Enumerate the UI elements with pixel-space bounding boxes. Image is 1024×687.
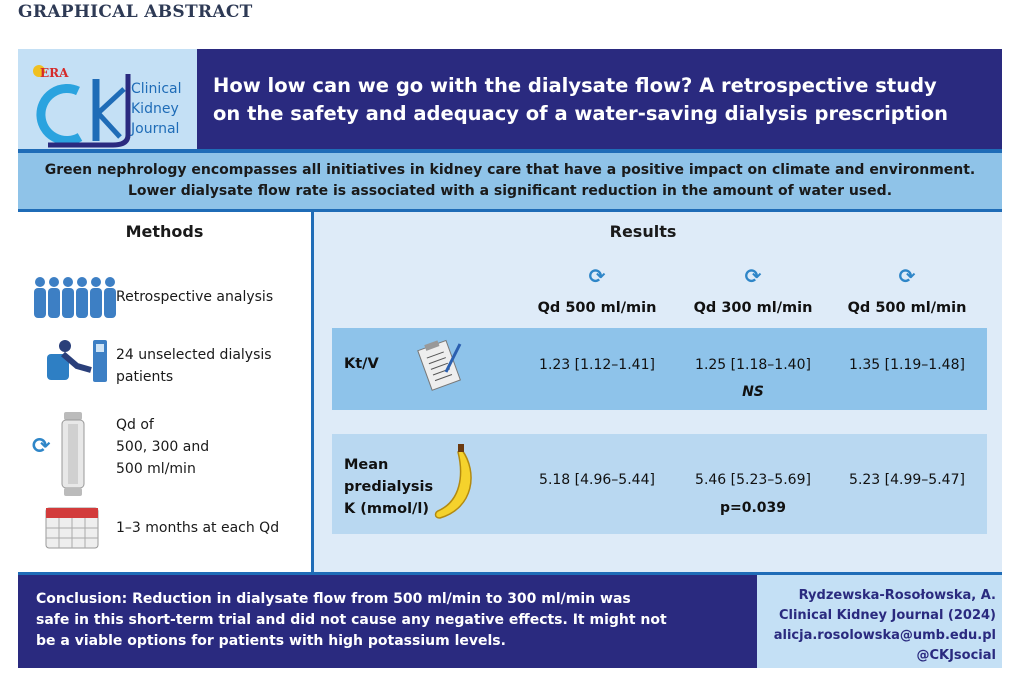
method-patients-line-2: patients bbox=[116, 369, 174, 385]
column-header-qd300: Qd 300 ml/min bbox=[693, 300, 813, 316]
conclusion-line-3: be a viable options for patients with hi… bbox=[36, 633, 506, 649]
results-panel: Results ⟳ ⟳ ⟳ Qd 500 ml/min Qd 300 ml/mi… bbox=[314, 212, 1002, 572]
logo-line-kidney: Kidney bbox=[131, 101, 179, 117]
value-cell: 1.23 [1.12–1.41] bbox=[539, 357, 655, 373]
divider bbox=[311, 212, 314, 572]
graphical-abstract-label: GRAPHICAL ABSTRACT bbox=[18, 2, 253, 22]
value-cell: 5.18 [4.96–5.44] bbox=[539, 472, 655, 488]
method-qd-line-1: Qd of bbox=[116, 417, 154, 433]
logo-line-clinical: Clinical bbox=[131, 81, 182, 97]
column-header-qd500-first: Qd 500 ml/min bbox=[537, 300, 657, 316]
title-line-2: on the safety and adequacy of a water-sa… bbox=[213, 102, 949, 125]
value-cell: 5.23 [4.99–5.47] bbox=[849, 472, 965, 488]
method-patients-line-1: 24 unselected dialysis bbox=[116, 347, 272, 363]
conclusion-box: Conclusion: Reduction in dialysate flow … bbox=[18, 575, 757, 668]
method-retrospective: Retrospective analysis bbox=[116, 289, 274, 305]
recycle-icon: ⟳ bbox=[588, 264, 606, 288]
conclusion-line-2: safe in this short-term trial and did no… bbox=[36, 612, 667, 628]
ckj-logo-mark: ERA bbox=[33, 65, 131, 148]
clipboard-icon bbox=[417, 339, 462, 391]
conclusion-line-1: Conclusion: Reduction in dialysate flow … bbox=[36, 591, 631, 607]
column-header-qd500-second: Qd 500 ml/min bbox=[847, 300, 967, 316]
intro-line-2: Lower dialysate flow rate is associated … bbox=[127, 183, 893, 199]
intro-line-1: Green nephrology encompasses all initiat… bbox=[44, 162, 976, 178]
page-title: How low can we go with the dialysate flo… bbox=[197, 49, 1002, 150]
people-icon bbox=[34, 277, 116, 318]
logo-line-journal: Journal bbox=[131, 121, 180, 137]
value-cell: 1.25 [1.18–1.40] bbox=[695, 357, 811, 373]
divider bbox=[18, 149, 1002, 153]
method-duration: 1–3 months at each Qd bbox=[116, 520, 280, 536]
value-cell: 1.35 [1.19–1.48] bbox=[849, 357, 965, 373]
svg-text:ERA: ERA bbox=[40, 66, 69, 80]
stat-ns: NS bbox=[742, 384, 764, 400]
recycle-icon: ⟳ bbox=[744, 264, 762, 288]
table-row-ktv: Kt/V 1.23 [1.12–1.41] 1.25 [1.18–1.40] 1… bbox=[332, 328, 987, 410]
table-row-potassium: Mean predialysis K (mmol/l) 5.18 [4.96–5… bbox=[332, 434, 987, 534]
title-line-1: How low can we go with the dialysate flo… bbox=[213, 74, 937, 97]
methods-heading: Methods bbox=[125, 222, 204, 241]
row-label-line-2: predialysis bbox=[344, 479, 434, 495]
dialysis-patient-icon bbox=[47, 340, 107, 382]
divider bbox=[18, 209, 1002, 212]
method-qd-line-2: 500, 300 and bbox=[116, 439, 210, 455]
row-label-line-1: Mean bbox=[344, 457, 389, 473]
divider bbox=[18, 572, 1002, 575]
credit-journal: Clinical Kidney Journal (2024) bbox=[778, 608, 996, 623]
recycle-icon: ⟳ bbox=[898, 264, 916, 288]
credit-author: Rydzewska-Rosołowska, A. bbox=[798, 588, 996, 603]
intro-banner: Green nephrology encompasses all initiat… bbox=[18, 153, 1002, 210]
ckj-logo: ERA Clinical Kidney Journal bbox=[18, 49, 197, 150]
value-cell: 5.46 [5.23–5.69] bbox=[695, 472, 811, 488]
dialyzer-icon bbox=[61, 412, 85, 496]
row-label-line-3: K (mmol/l) bbox=[344, 501, 429, 517]
row-label: Kt/V bbox=[344, 356, 379, 372]
recycle-icon: ⟳ bbox=[32, 434, 51, 459]
credit-social[interactable]: @CKJsocial bbox=[916, 648, 996, 663]
credit-email[interactable]: alicja.rosolowska@umb.edu.pl bbox=[773, 628, 996, 643]
stat-p-value: p=0.039 bbox=[719, 500, 787, 516]
method-qd-line-3: 500 ml/min bbox=[116, 461, 196, 477]
calendar-icon bbox=[45, 507, 99, 549]
results-heading: Results bbox=[609, 222, 677, 241]
banana-icon bbox=[434, 444, 472, 519]
credit-box: Rydzewska-Rosołowska, A. Clinical Kidney… bbox=[757, 575, 1002, 668]
methods-panel: Methods Retrospective analysis 24 unsele… bbox=[18, 212, 311, 572]
